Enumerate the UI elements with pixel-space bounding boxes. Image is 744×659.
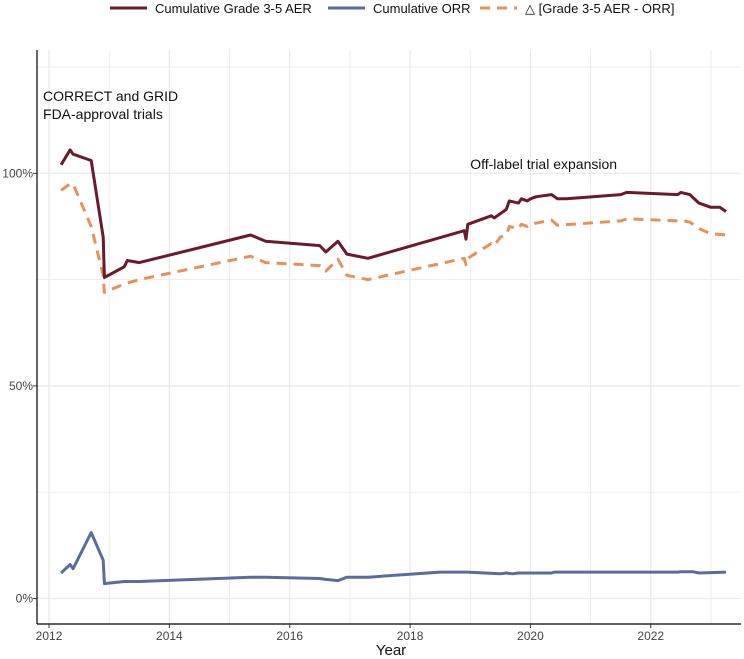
legend-label: Cumulative Grade 3-5 AER	[155, 1, 312, 16]
series-line-cumulative-grade-3-5-aer	[59, 148, 727, 279]
y-tick-label: 100%	[2, 166, 33, 180]
x-tick-label: 2018	[397, 629, 424, 643]
grid	[37, 50, 741, 624]
y-axis-ticks: 0% 50% 100%	[2, 166, 37, 605]
x-tick-label: 2012	[36, 629, 63, 643]
series-layer	[59, 148, 727, 586]
annotation-text: FDA-approval trials	[43, 106, 163, 122]
annotation-text: CORRECT and GRID	[43, 88, 178, 104]
legend-label: △ [Grade 3-5 AER - ORR]	[525, 1, 674, 16]
annotation-text: Off-label trial expansion	[470, 156, 617, 172]
legend: Cumulative Grade 3-5 AER Cumulative ORR △ …	[110, 1, 674, 16]
x-axis-ticks: 2012 2014 2016 2018 2020 2022	[36, 624, 664, 643]
x-tick-label: 2016	[276, 629, 303, 643]
y-tick-label: 0%	[16, 591, 34, 605]
series-line-grade-3-5-aer-orr	[60, 182, 727, 294]
x-tick-label: 2014	[156, 629, 183, 643]
y-tick-label: 50%	[9, 379, 33, 393]
x-axis-title: Year	[376, 642, 406, 659]
series-line-cumulative-orr	[60, 531, 727, 586]
x-tick-label: 2020	[517, 629, 544, 643]
x-tick-label: 2022	[637, 629, 664, 643]
legend-label: Cumulative ORR	[373, 1, 471, 16]
annotations: CORRECT and GRID FDA-approval trials Off-l…	[43, 88, 617, 172]
